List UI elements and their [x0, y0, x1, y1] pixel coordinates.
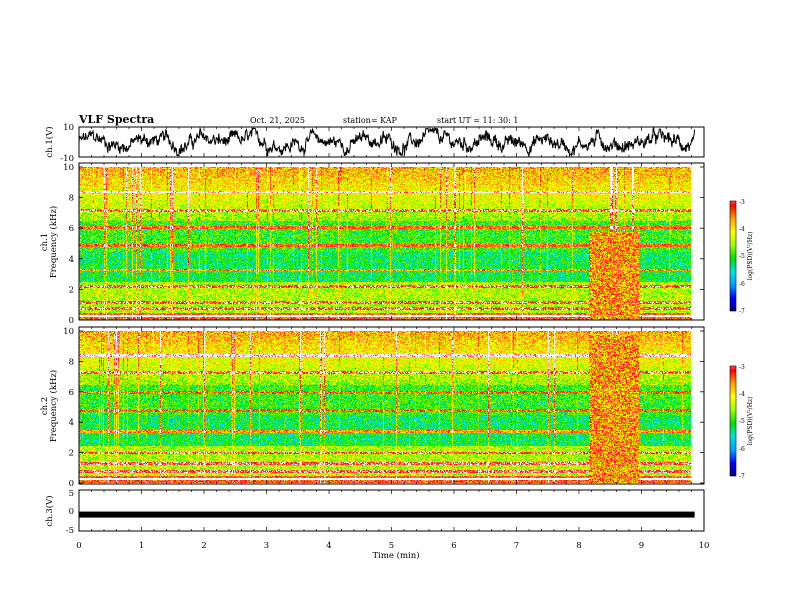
cb1-tick-4: -7 — [739, 308, 745, 315]
xtick-label-6: 6 — [451, 541, 456, 551]
ch2-colorbar-group: -3 -4 -5 -6 -7 log(PSD)(V²/Hz) — [729, 364, 754, 480]
cb1-tick-2: -5 — [739, 253, 745, 260]
ch3-level-line — [79, 511, 695, 518]
time-axis-ticks — [78, 127, 705, 531]
time-axis-labels: 0 1 2 3 4 5 6 7 8 9 10 — [76, 541, 709, 551]
cb1-tick-0: -3 — [739, 199, 745, 206]
ch1-ytick-bottom: -10 — [60, 154, 74, 164]
cb2-tick-3: -6 — [739, 446, 745, 453]
ch2-ytick-6: 6 — [69, 388, 74, 398]
ch3-ytick-mid: 0 — [69, 507, 74, 517]
xtick-label-3: 3 — [264, 541, 269, 551]
ch1-ytick-4: 4 — [69, 255, 74, 265]
ch2-frequency-ylabel: Frequency (kHz) — [48, 370, 59, 442]
xtick-label-5: 5 — [389, 541, 394, 551]
time-axis-label: Time (min) — [372, 550, 419, 561]
ch1-colorbar — [730, 201, 736, 311]
ch2-ytick-8: 8 — [69, 357, 74, 367]
ch2-spectrogram-channel-label: ch.2 — [40, 397, 50, 415]
ch1-waveform-ylabel: ch.1(V) — [44, 126, 55, 157]
start-time-label: start UT = 11: 30: 1 — [437, 116, 518, 125]
ch1-ytick-10: 10 — [63, 163, 74, 173]
xtick-label-2: 2 — [201, 541, 206, 551]
ch2-spectrogram-panel: 0 2 4 6 8 10 ch.2 Frequency (kHz) — [40, 326, 705, 489]
ch1-spectrogram-channel-label: ch.1 — [40, 233, 50, 251]
ch1-ytick-8: 8 — [69, 194, 74, 204]
ch3-level-panel: 5 0 -5 ch.3(V) — [44, 489, 705, 536]
ch1-waveform-line — [78, 126, 696, 157]
station-label: station= KAP — [343, 116, 398, 125]
ch1-ytick-2: 2 — [69, 285, 74, 295]
xtick-label-10: 10 — [699, 541, 710, 551]
xtick-label-7: 7 — [514, 541, 519, 551]
ch1-ytick-6: 6 — [69, 224, 74, 234]
ch1-spectrogram-image — [79, 167, 691, 320]
ch1-ytick-top: 10 — [63, 123, 74, 133]
figure-title: VLF Spectra — [78, 113, 154, 126]
cb2-tick-1: -4 — [739, 391, 745, 398]
ch1-colorbar-group: -3 -4 -5 -6 -7 log(PSD)(V²/Hz) — [729, 199, 754, 315]
ch1-ytick-0: 0 — [69, 316, 74, 326]
ch2-ytick-2: 2 — [69, 449, 74, 459]
ch1-spectrogram-panel: 0 2 4 6 8 10 ch.1 Frequency (kHz) — [40, 162, 705, 326]
xtick-label-4: 4 — [326, 541, 331, 551]
ch2-ytick-0: 0 — [69, 479, 74, 489]
xtick-label-8: 8 — [576, 541, 581, 551]
cb1-tick-1: -4 — [739, 226, 745, 233]
ch3-ylabel: ch.3(V) — [44, 495, 55, 526]
xtick-label-9: 9 — [639, 541, 644, 551]
cb2-tick-2: -5 — [739, 418, 745, 425]
cb1-label: log(PSD)(V²/Hz) — [747, 232, 754, 281]
ch2-ytick-4: 4 — [69, 418, 74, 428]
cb1-tick-3: -6 — [739, 281, 745, 288]
date-label: Oct. 21, 2025 — [250, 116, 305, 125]
ch3-ytick-bottom: -5 — [66, 526, 74, 536]
ch3-ytick-top: 5 — [69, 489, 74, 499]
xtick-label-0: 0 — [76, 541, 81, 551]
cb2-tick-0: -3 — [739, 364, 745, 371]
ch1-waveform-panel: 10 -10 ch.1(V) — [44, 123, 705, 164]
ch2-ytick-10: 10 — [63, 327, 74, 337]
ch2-colorbar — [730, 366, 736, 476]
ch1-frequency-ylabel: Frequency (kHz) — [48, 206, 59, 278]
cb2-tick-4: -7 — [739, 473, 745, 480]
xtick-label-1: 1 — [139, 541, 144, 551]
cb2-label: log(PSD)(V²/Hz) — [747, 397, 754, 446]
ch2-spectrogram-image — [79, 331, 691, 483]
